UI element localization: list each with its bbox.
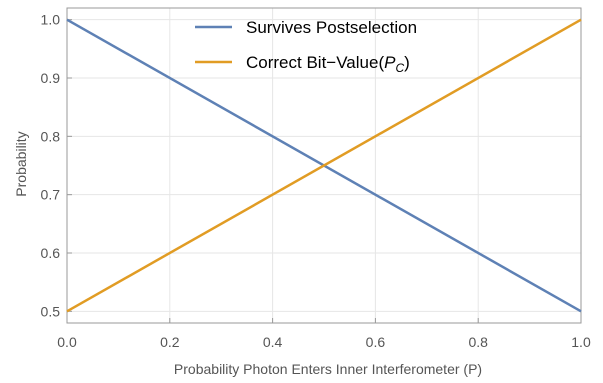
x-tick-label: 0.2 xyxy=(160,334,180,350)
y-tick-label: 0.6 xyxy=(41,245,61,261)
x-tick-label: 0.0 xyxy=(57,334,77,350)
y-axis-label: Probability xyxy=(13,131,29,196)
legend-label-survives-postselection: Survives Postselection xyxy=(246,18,417,37)
x-tick-label: 0.4 xyxy=(263,334,283,350)
legend: Survives Postselection Correct Bit−Value… xyxy=(195,18,417,75)
y-tick-label: 1.0 xyxy=(41,12,61,28)
x-tick-label: 0.6 xyxy=(366,334,386,350)
legend-label-correct-bit-value: Correct Bit−Value(PC) xyxy=(246,53,410,75)
y-tick-label: 0.5 xyxy=(41,303,61,319)
plot-frame xyxy=(66,7,582,324)
x-axis-label: Probability Photon Enters Inner Interfer… xyxy=(174,361,482,377)
y-tick-label: 0.9 xyxy=(41,70,61,86)
correct-bit-value-line xyxy=(66,18,582,313)
x-tick-label: 0.8 xyxy=(468,334,488,350)
axis-ticks: 0.0 0.2 0.4 0.6 0.8 1.0 0.5 0.6 0.7 0.8 0.9 1.0 xyxy=(41,12,591,350)
y-tick-label: 0.7 xyxy=(41,187,61,203)
x-tick-label: 1.0 xyxy=(571,334,591,350)
y-tick-label: 0.8 xyxy=(41,128,61,144)
series xyxy=(66,18,582,313)
